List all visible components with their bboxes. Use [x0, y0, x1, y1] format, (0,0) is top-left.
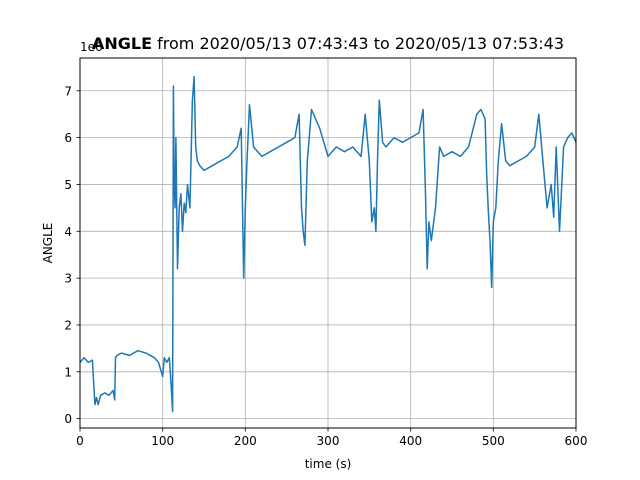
- x-tick-label: 500: [482, 434, 505, 448]
- y-tick-label: 0: [64, 412, 72, 426]
- y-tick-label: 4: [64, 225, 72, 239]
- x-tick-label: 100: [151, 434, 174, 448]
- grid-layer: [79, 58, 577, 428]
- chart-title: ANGLE from 2020/05/13 07:43:43 to 2020/0…: [0, 34, 640, 53]
- tick-layer: 0 100 200 300 400 500 600 0 1 2 3 4 5 6 7: [64, 84, 587, 448]
- y-offset-label: 1e6: [80, 40, 103, 54]
- y-tick-label: 1: [64, 365, 72, 379]
- line-layer: [79, 75, 577, 413]
- y-tick-label: 5: [64, 178, 72, 192]
- x-axis-label: time (s): [305, 457, 352, 471]
- y-tick-label: 7: [64, 84, 72, 98]
- x-tick-label: 200: [234, 434, 257, 448]
- y-axis-label: ANGLE: [41, 223, 55, 264]
- x-tick-label: 0: [76, 434, 84, 448]
- y-tick-label: 3: [64, 272, 72, 286]
- x-tick-label: 600: [565, 434, 588, 448]
- y-tick-label: 2: [64, 318, 72, 332]
- y-tick-label: 6: [64, 131, 72, 145]
- chart-title-bold: ANGLE: [92, 34, 153, 53]
- chart-title-rest: from 2020/05/13 07:43:43 to 2020/05/13 0…: [152, 34, 564, 53]
- series-line: [79, 75, 577, 413]
- x-tick-label: 400: [399, 434, 422, 448]
- x-tick-label: 300: [317, 434, 340, 448]
